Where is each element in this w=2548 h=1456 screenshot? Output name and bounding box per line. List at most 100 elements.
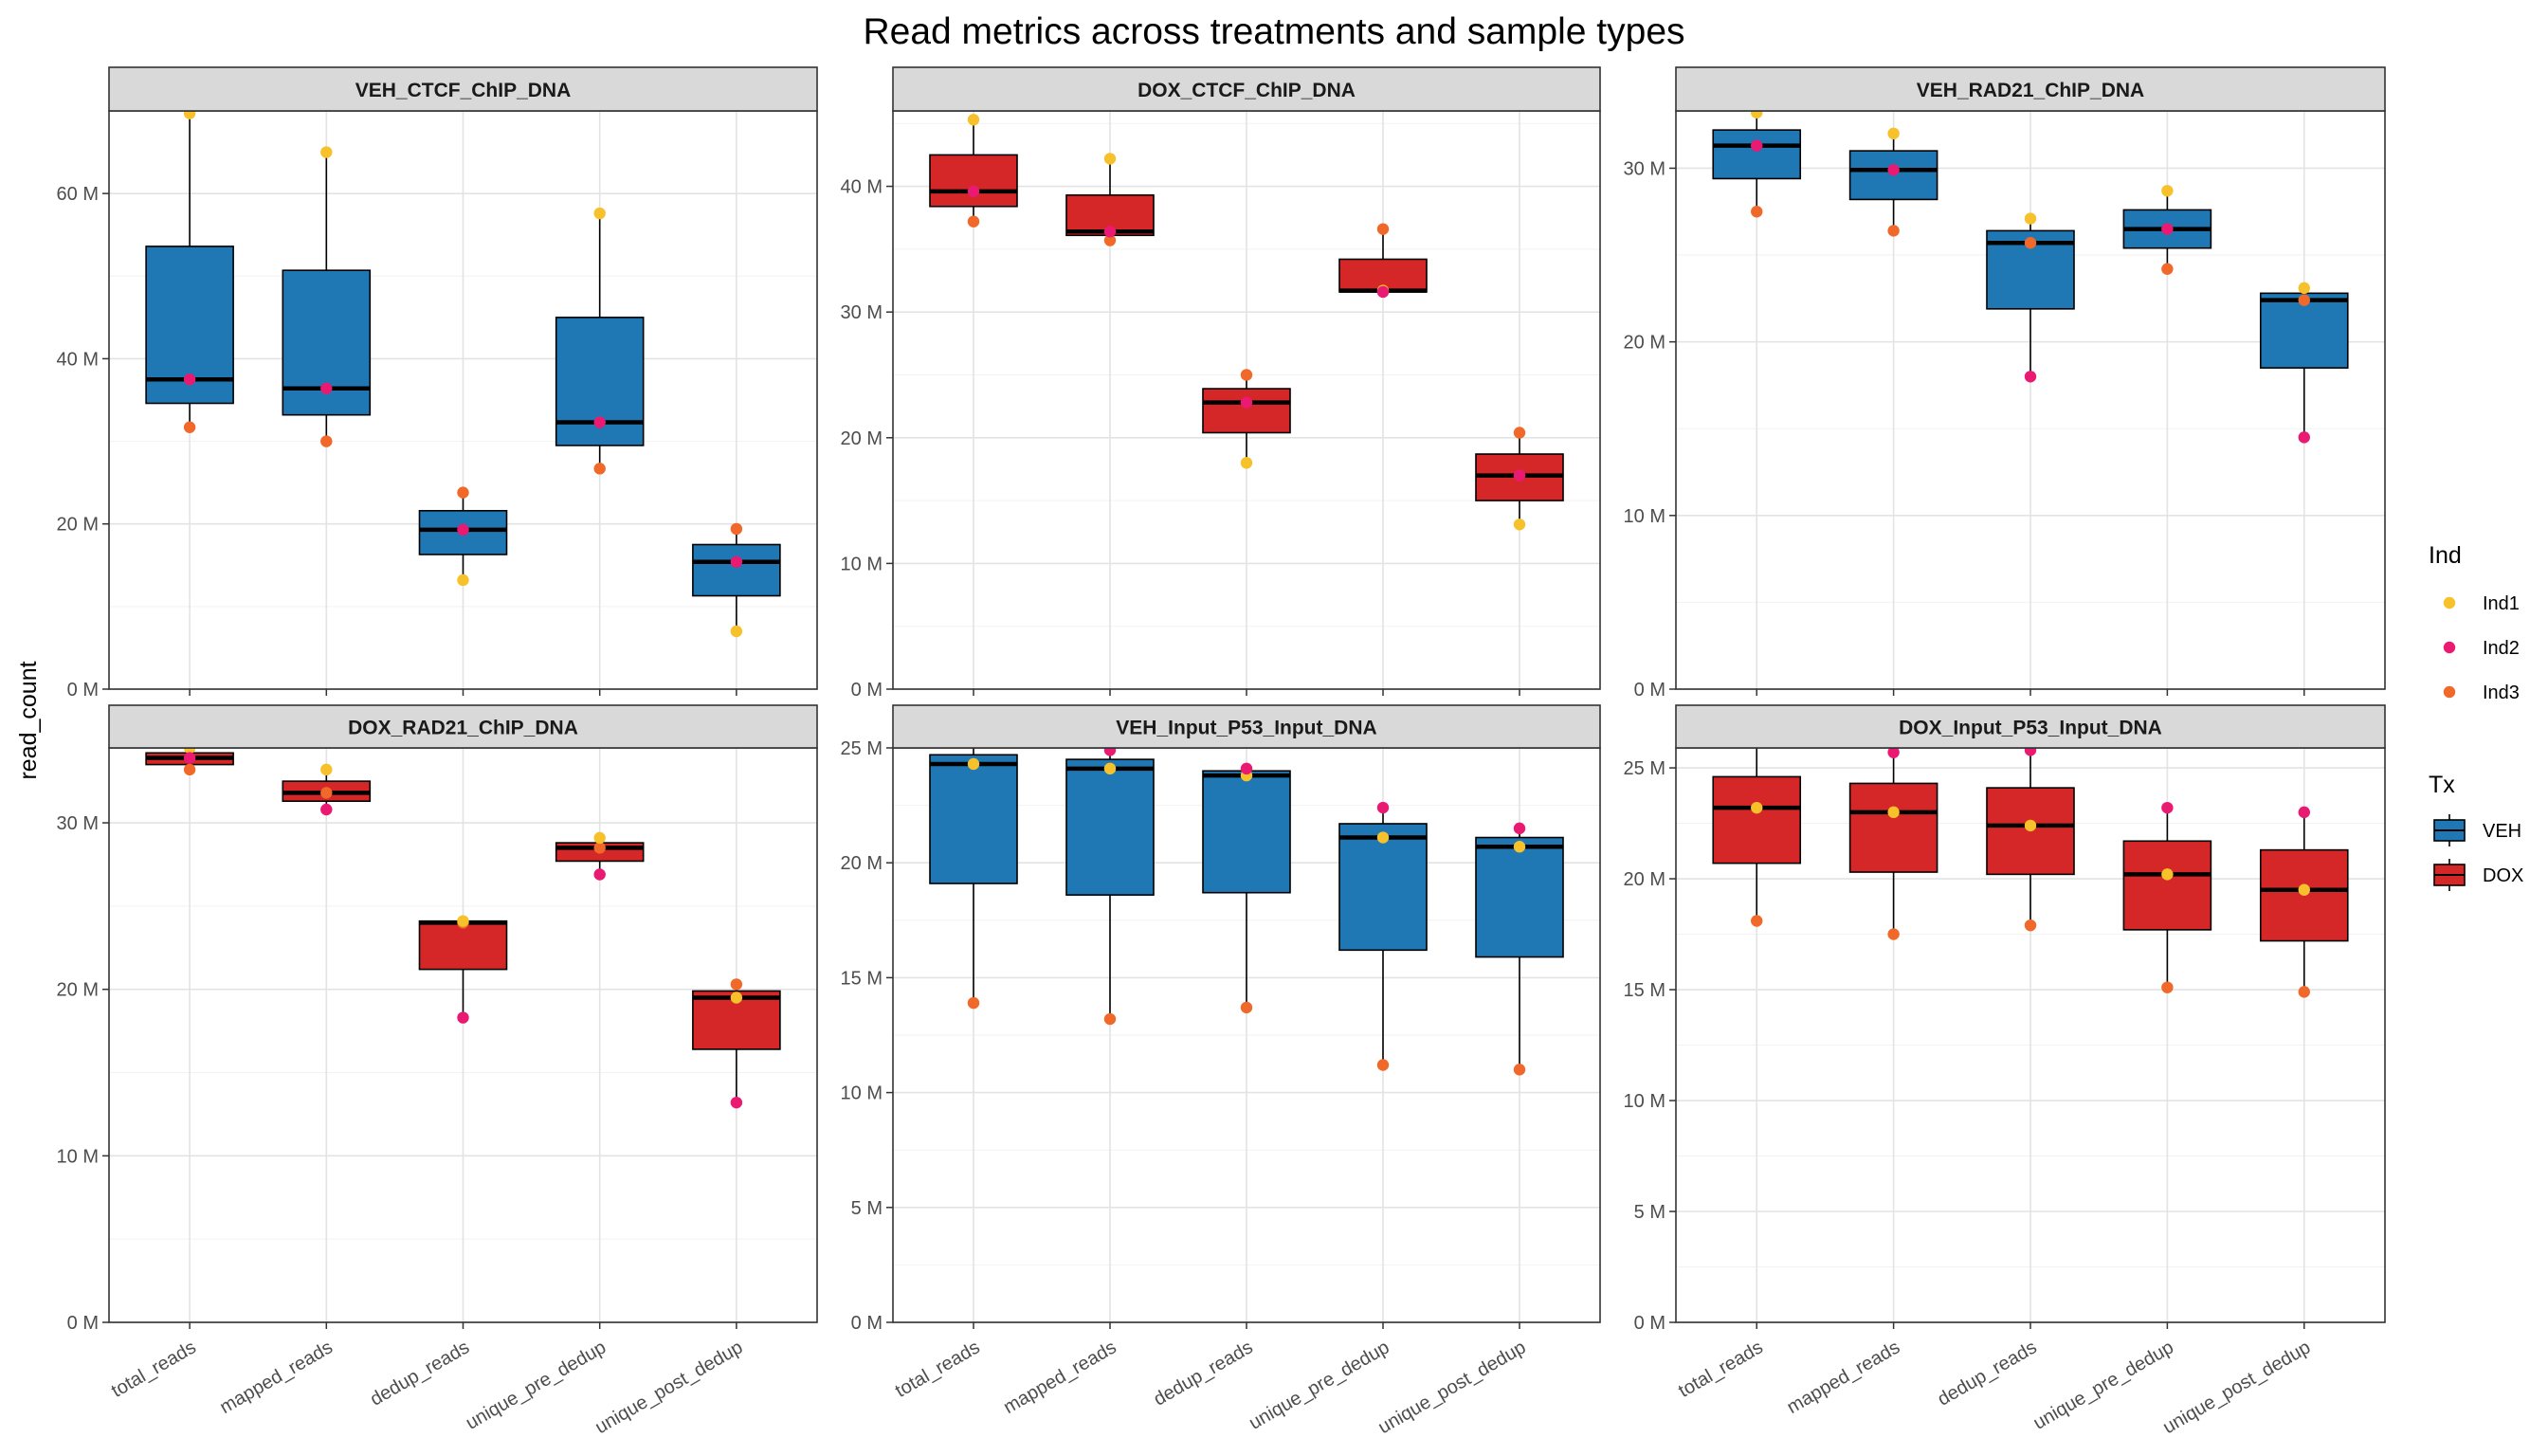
point-ind1 [2024, 212, 2037, 225]
point-ind1 [730, 625, 743, 638]
box-unique_pre_dedup [2122, 191, 2212, 269]
box-iqr [929, 754, 1018, 884]
point-ind3 [2161, 981, 2174, 993]
point-ind2 [1376, 801, 1390, 814]
point-ind2 [1240, 396, 1253, 409]
point-ind1 [2161, 868, 2174, 881]
y-tick-label: 10 M [57, 1146, 99, 1167]
y-tick-label: 30 M [57, 813, 99, 834]
x-tick-label: dedup_reads [367, 1337, 473, 1410]
point-ind2 [320, 382, 333, 394]
box-iqr [418, 919, 508, 971]
panel: 0 M 5 M 10 M 15 M 20 M 25 M VEH_Input_P53_Inpu… [841, 704, 1601, 1438]
point-ind2 [730, 555, 743, 568]
point-ind2 [320, 803, 333, 816]
point-ind3 [593, 842, 606, 854]
point-ind3 [2024, 237, 2037, 249]
legend-ind-label: Ind3 [2483, 682, 2520, 703]
point-ind1 [457, 915, 469, 927]
point-ind2 [967, 185, 980, 198]
x-tick-label: unique_post_dedup [592, 1337, 746, 1438]
chart-title: Read metrics across treatments and sampl… [863, 11, 1684, 52]
x-tick-label: unique_pre_dedup [1246, 1337, 1392, 1433]
box-iqr [1338, 823, 1428, 952]
x-tick-label: unique_pre_dedup [463, 1337, 610, 1433]
y-tick-label: 20 M [1624, 869, 1665, 890]
point-ind1 [1751, 801, 1763, 814]
legend-ind-key [2443, 596, 2456, 610]
point-ind1 [1887, 127, 1900, 140]
point-ind2 [1240, 762, 1253, 775]
point-ind2 [1513, 469, 1526, 482]
y-tick-label: 40 M [841, 177, 883, 198]
legend-tx-label: VEH [2483, 821, 2521, 842]
point-ind1 [320, 763, 333, 776]
point-ind3 [183, 763, 196, 776]
box-total_reads [1712, 745, 1802, 921]
x-tick-label: mapped_reads [1784, 1337, 1904, 1418]
x-tick-label: mapped_reads [216, 1337, 337, 1418]
y-tick-label: 0 M [851, 680, 883, 701]
point-ind2 [1513, 822, 1526, 835]
point-ind1 [2161, 185, 2174, 197]
point-ind3 [1376, 1059, 1390, 1071]
point-ind3 [1887, 225, 1900, 237]
point-ind2 [1376, 285, 1390, 299]
y-tick-label: 25 M [841, 738, 883, 759]
legends: Ind Ind1 Ind2 Ind3 Tx VEH DOX [2429, 542, 2523, 891]
x-tick-label: mapped_reads [1000, 1337, 1120, 1418]
point-ind1 [730, 992, 743, 1004]
y-tick-label: 20 M [841, 853, 883, 874]
point-ind1 [1103, 153, 1117, 165]
y-tick-label: 40 M [57, 349, 99, 370]
point-ind3 [730, 522, 743, 536]
point-ind3 [1751, 915, 1763, 927]
legend-tx-label: DOX [2483, 865, 2523, 886]
panel-strip [1675, 704, 2386, 749]
point-ind3 [967, 215, 980, 228]
point-ind2 [1751, 139, 1763, 152]
box-iqr [1712, 775, 1802, 864]
legend-tx-title: Tx [2429, 772, 2455, 798]
panel: 0 M 20 M 40 M 60 M VEH_CTCF_ChIP_DNA [57, 66, 818, 701]
point-ind3 [593, 463, 606, 475]
point-ind3 [1240, 369, 1253, 381]
x-tick-label: total_reads [108, 1337, 200, 1402]
box-iqr [1202, 388, 1291, 434]
point-ind2 [730, 1096, 743, 1109]
point-ind1 [967, 757, 980, 771]
point-ind1 [1103, 762, 1117, 775]
point-ind2 [183, 373, 196, 386]
point-ind3 [1751, 206, 1763, 218]
box-iqr [1202, 770, 1291, 894]
y-tick-label: 0 M [851, 1313, 883, 1334]
x-tick-label: unique_post_dedup [2159, 1337, 2314, 1438]
box-unique_post_dedup [692, 984, 781, 1103]
panel-title: VEH_CTCF_ChIP_DNA [355, 80, 572, 101]
point-ind3 [2024, 919, 2037, 932]
point-ind1 [2298, 282, 2310, 295]
box-unique_post_dedup [692, 528, 781, 631]
point-ind2 [2161, 223, 2174, 235]
box-iqr [1065, 758, 1155, 896]
legend-ind-key [2443, 685, 2456, 699]
y-tick-label: 20 M [841, 428, 883, 449]
legend-ind-label: Ind2 [2483, 638, 2520, 659]
point-ind1 [1513, 519, 1526, 531]
point-ind3 [320, 435, 333, 447]
box-mapped_reads [1065, 750, 1155, 1020]
point-ind2 [593, 868, 606, 881]
point-ind2 [2298, 431, 2310, 444]
legend-ind-title: Ind [2429, 542, 2462, 569]
point-ind3 [2298, 986, 2310, 998]
y-tick-label: 15 M [841, 968, 883, 989]
point-ind2 [2161, 801, 2174, 814]
point-ind3 [1513, 1064, 1526, 1076]
panel-strip [892, 66, 1601, 112]
y-tick-label: 20 M [57, 515, 99, 536]
panel-title: VEH_Input_P53_Input_DNA [1116, 718, 1376, 739]
y-tick-label: 5 M [1634, 1202, 1665, 1223]
point-ind1 [1513, 841, 1526, 853]
box-dedup_reads [1202, 768, 1291, 1008]
point-ind2 [457, 1011, 469, 1024]
